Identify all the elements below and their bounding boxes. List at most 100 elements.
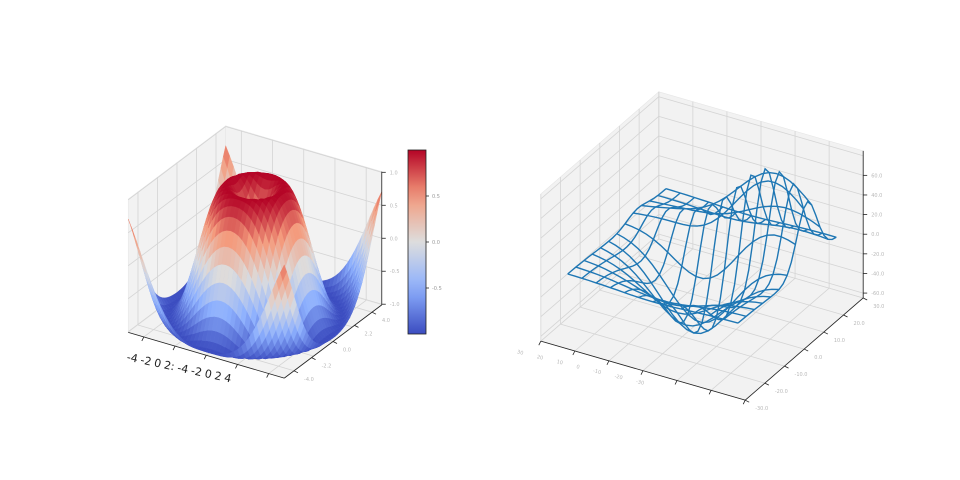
tick-mark — [745, 399, 750, 403]
x-tick-label: 10 — [556, 359, 564, 366]
surface-mesh — [128, 145, 382, 360]
x-tick-label: 20 — [536, 354, 544, 361]
y-tick-label: -2.2 — [322, 364, 332, 370]
y-tick-label: -10.0 — [795, 372, 808, 378]
tick-mark — [572, 350, 576, 356]
z-tick-label: 40.0 — [871, 193, 882, 199]
x-tick-label: 2 — [213, 369, 223, 383]
y-tick-label: 0.0 — [343, 347, 351, 353]
tick-mark — [784, 365, 789, 369]
grid-line — [540, 96, 660, 200]
grid-line — [560, 323, 765, 384]
x-tick-label: 4 — [223, 371, 233, 385]
tick-mark — [172, 345, 176, 351]
z-tick-label: 20.0 — [871, 213, 882, 219]
x-tick-label: -4 — [176, 361, 189, 376]
wireframe-mesh — [567, 167, 837, 335]
x-tick-labels: -4-202:-4-2024 — [126, 351, 233, 386]
tick-mark — [293, 370, 299, 374]
z-tick-label: 0.0 — [871, 232, 879, 238]
grid-line — [658, 115, 864, 176]
wire-line — [624, 223, 796, 280]
wire-line — [600, 247, 771, 327]
x-tick-label: -2 — [190, 364, 203, 379]
grid-line — [225, 126, 382, 173]
y-tick-label: 2.2 — [364, 331, 372, 337]
tick-mark — [354, 325, 359, 328]
x-tick-label: 30 — [516, 349, 524, 356]
x-tick-label: 2 — [163, 358, 173, 372]
y-tick-label: -20.0 — [775, 389, 788, 395]
z-tick-label: 0.5 — [390, 203, 398, 209]
tick-mark — [823, 331, 829, 335]
wire-line — [616, 233, 788, 324]
grid-line — [540, 174, 660, 278]
wire-line — [567, 273, 739, 324]
tick-mark — [804, 348, 809, 352]
grid-line — [658, 214, 864, 274]
z-tick-label: 60.0 — [871, 173, 882, 179]
colorbar: 0.5 0.0 -0.5 — [407, 149, 442, 335]
surface-patch — [223, 145, 230, 169]
grid-line — [225, 159, 382, 206]
z-tick-label: -40.0 — [871, 271, 884, 277]
wire-line — [633, 180, 805, 227]
tick-mark — [640, 370, 644, 375]
surface-patch — [128, 218, 135, 238]
z-tick-label: -1.0 — [390, 302, 400, 308]
wire-line — [583, 259, 755, 311]
colorbar-tick-label: -0.5 — [432, 286, 442, 292]
x-tick-label: -10 — [592, 368, 601, 376]
wire-line — [665, 188, 837, 238]
x-tick-label: 0 — [153, 356, 163, 370]
wire-line — [641, 171, 813, 210]
tick-mark — [538, 340, 542, 346]
tick-mark — [311, 357, 316, 360]
wire-line — [592, 253, 763, 315]
wire-line — [608, 240, 780, 335]
y-tick-label: 30.0 — [873, 304, 884, 310]
z-tick-label: 0.0 — [390, 236, 398, 242]
tick-mark — [742, 399, 746, 405]
x-tick-labels: 30 20 10 0 -10 -20 -30 — [516, 349, 644, 386]
x-tick-label: 0 — [576, 364, 581, 371]
grid-line — [540, 135, 660, 239]
grid-line — [540, 116, 660, 219]
tick-mark — [371, 311, 377, 315]
colorbar-tick-label: 0.5 — [432, 194, 440, 200]
grid-line — [540, 233, 660, 337]
z-tick-label: -20.0 — [871, 252, 884, 258]
x-tick-label: -30 — [635, 379, 644, 387]
tick-mark — [708, 390, 712, 395]
x-tick-label: -4 — [126, 351, 139, 366]
tick-mark — [674, 380, 678, 385]
y-tick-label: 0.0 — [814, 355, 822, 361]
tick-mark — [843, 314, 848, 318]
grid-line — [127, 126, 226, 201]
grid-line — [127, 159, 226, 234]
surface-patch — [280, 264, 287, 282]
tick-mark — [606, 360, 610, 366]
tick-mark — [332, 341, 338, 344]
grid-line — [658, 174, 864, 235]
z-tick-label: -0.5 — [390, 269, 400, 275]
grid-line — [639, 255, 844, 316]
grid-line — [619, 272, 824, 333]
x-tick-label: : — [170, 360, 176, 373]
x-tick-label: 0 — [203, 367, 213, 381]
y-tick-label: 10.0 — [834, 338, 845, 344]
wire-line — [649, 200, 821, 228]
y-tick-label: -4.0 — [304, 377, 314, 383]
y-tick-label: -30.0 — [755, 406, 768, 412]
colorbar-tick-label: 0.0 — [432, 240, 440, 246]
tick-mark — [203, 355, 207, 360]
tick-mark — [266, 373, 270, 378]
tick-mark — [863, 297, 868, 301]
grid-line — [658, 233, 864, 294]
tick-mark — [141, 336, 145, 342]
z-tick-label: 1.0 — [390, 170, 398, 176]
x-tick-label: -20 — [614, 374, 623, 382]
grid-line — [540, 155, 660, 259]
grid-line — [540, 194, 660, 298]
